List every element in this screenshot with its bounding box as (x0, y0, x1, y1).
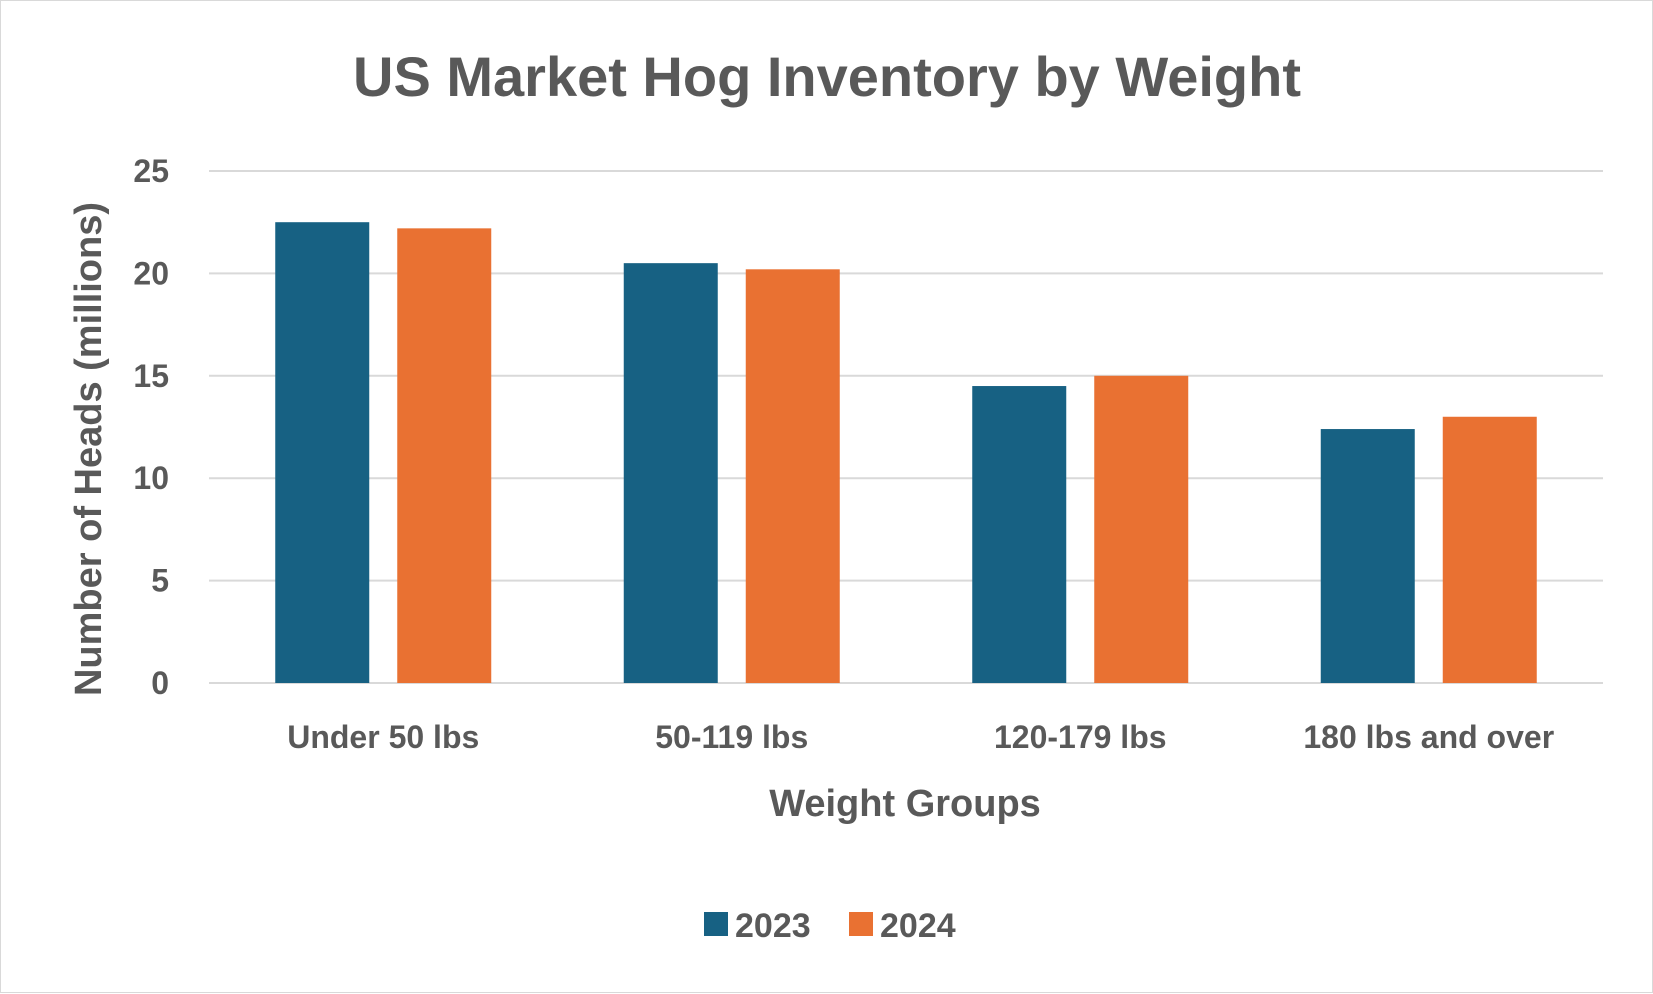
x-tick-label: 180 lbs and over (1303, 719, 1554, 755)
bars (275, 222, 1537, 683)
legend-label-2023: 2023 (735, 907, 811, 945)
bar-2024-2 (745, 269, 840, 683)
y-tick-label: 0 (151, 665, 169, 701)
x-tick-label: Under 50 lbs (287, 719, 479, 755)
bar-2023-3 (972, 386, 1067, 683)
y-axis-title: Number of Heads (millions) (68, 202, 110, 696)
legend: 2023 2024 (704, 907, 956, 945)
y-tick-label: 20 (133, 255, 169, 291)
y-tick-label: 5 (151, 563, 169, 599)
y-tick-label: 25 (133, 153, 169, 189)
x-axis-tick-labels: Under 50 lbs 50-119 lbs 120-179 lbs 180 lbs… (287, 719, 1554, 755)
bar-2024-1 (397, 228, 492, 683)
bar-2024-3 (1094, 375, 1189, 683)
x-tick-label: 120-179 lbs (994, 719, 1167, 755)
y-axis-tick-labels: 0 5 10 15 20 25 (133, 153, 169, 701)
legend-swatch-2023 (704, 912, 728, 936)
chart-title: US Market Hog Inventory by Weight (353, 45, 1301, 108)
y-tick-label: 15 (133, 358, 169, 394)
bar-2024-4 (1442, 416, 1537, 683)
y-tick-label: 10 (133, 460, 169, 496)
x-tick-label: 50-119 lbs (655, 719, 808, 755)
x-axis-title: Weight Groups (769, 783, 1041, 825)
legend-swatch-2024 (849, 912, 873, 936)
bar-2023-4 (1320, 429, 1415, 683)
bar-2023-2 (623, 263, 718, 683)
bar-2023-1 (275, 222, 370, 683)
legend-label-2024: 2024 (880, 907, 956, 945)
